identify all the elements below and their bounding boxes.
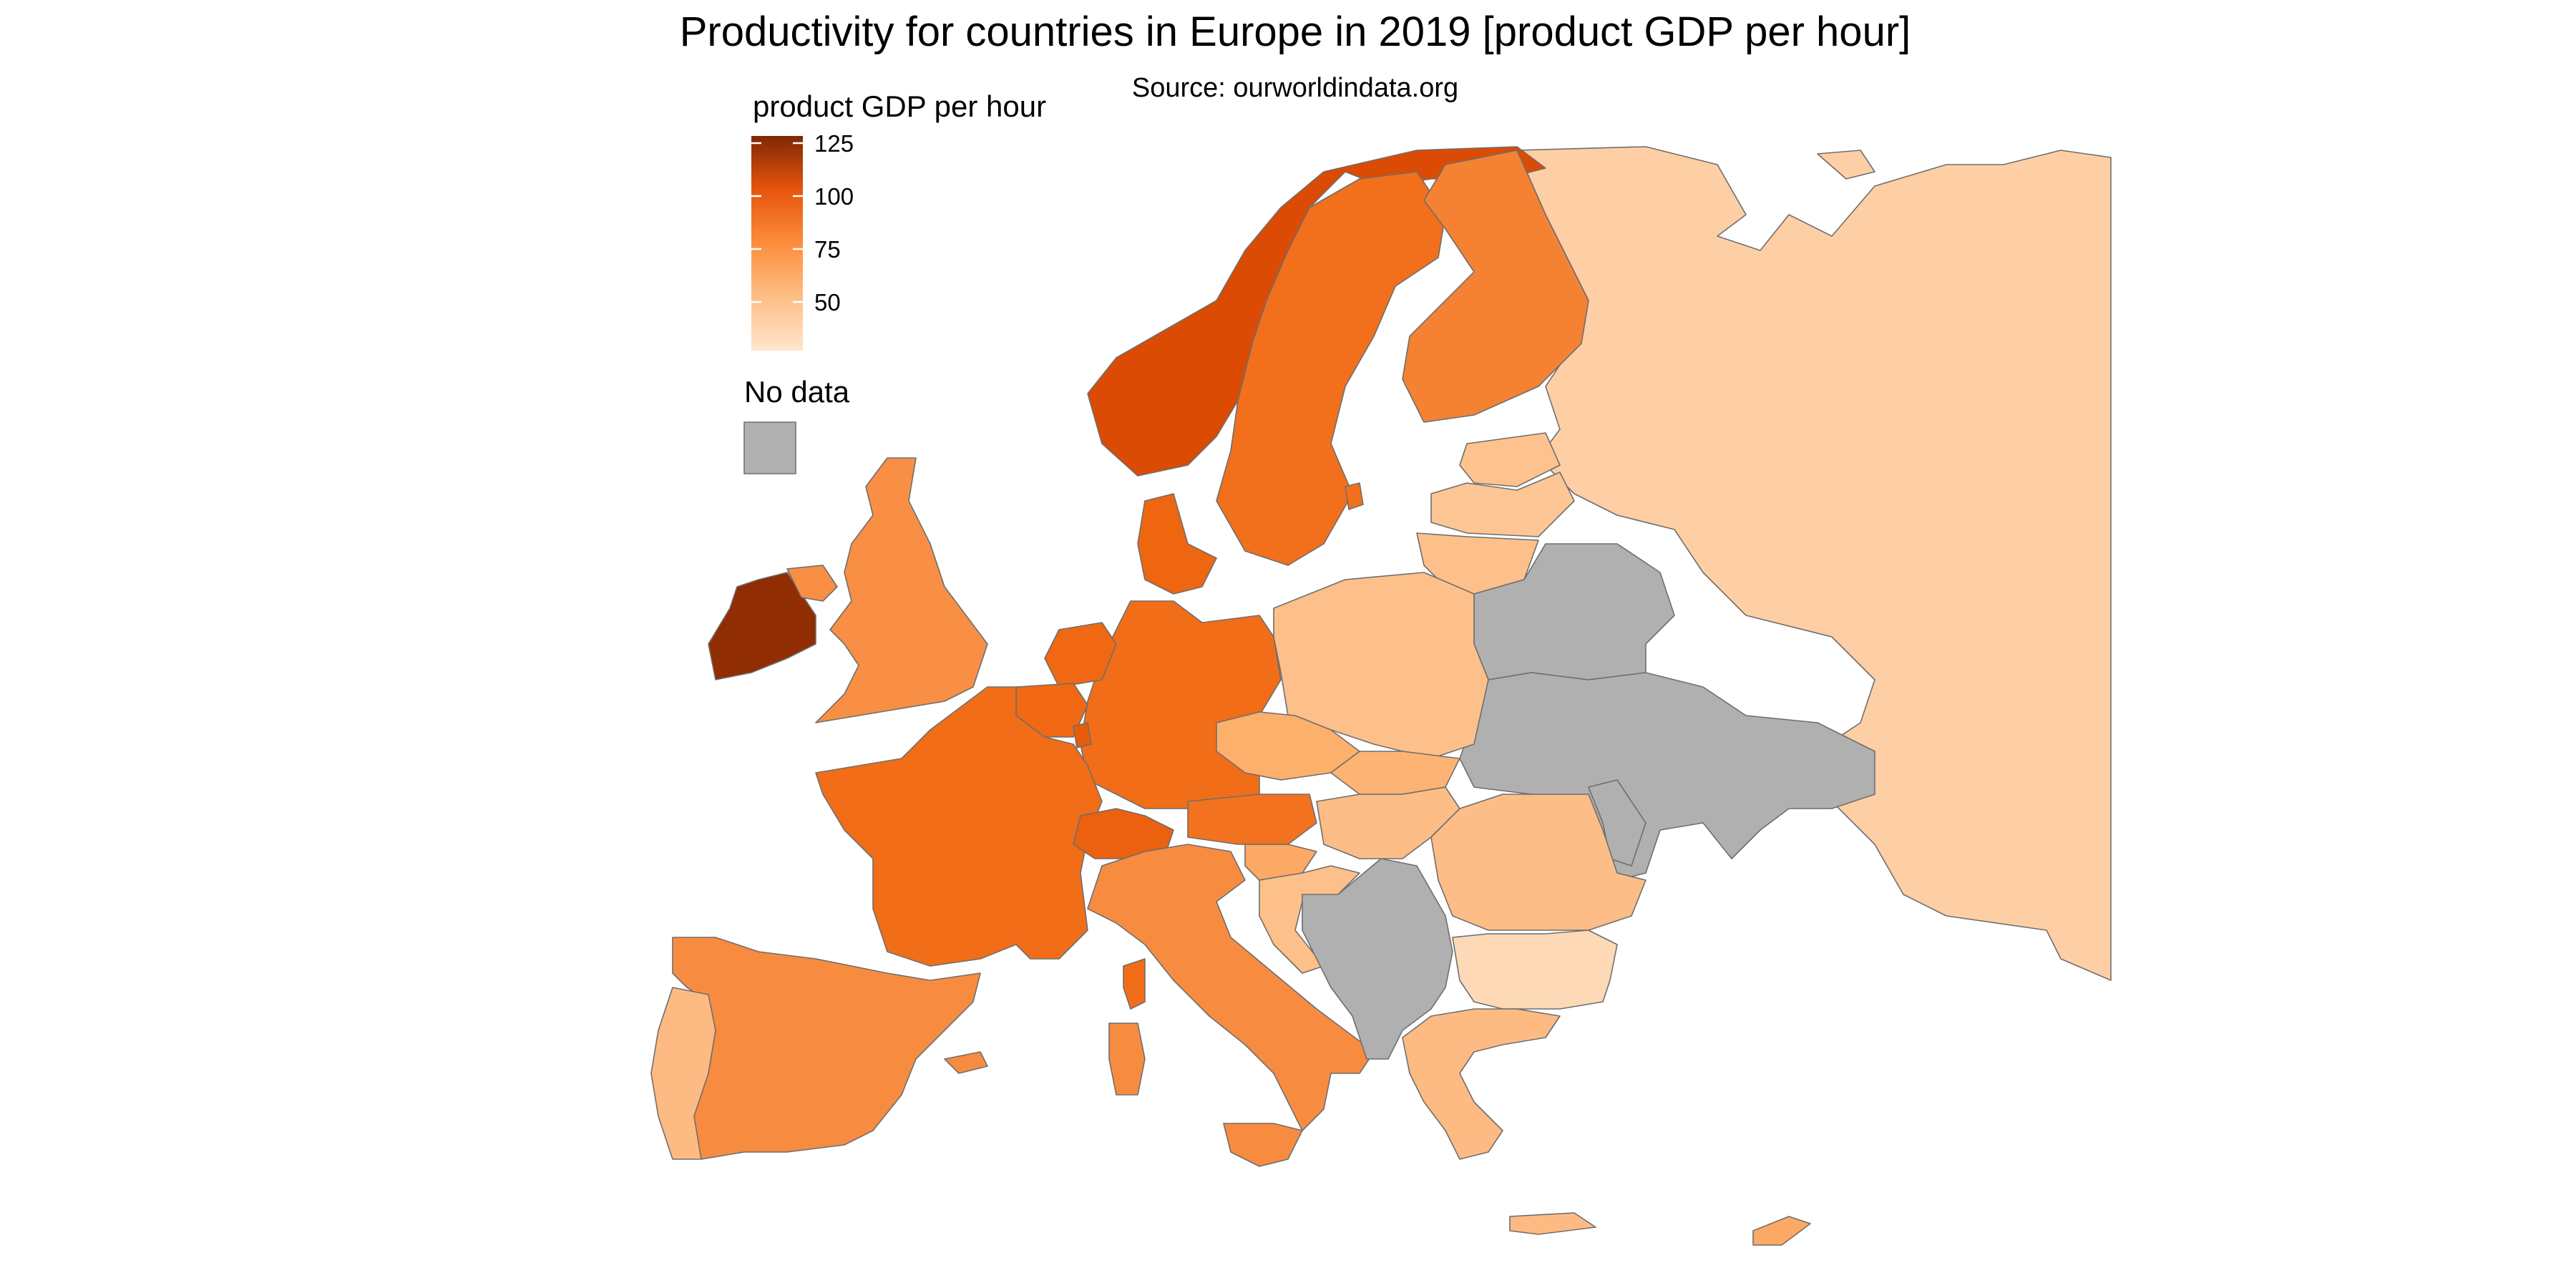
country-denmark bbox=[1137, 493, 1217, 595]
country-italy bbox=[1087, 844, 1375, 1131]
country-austria bbox=[1187, 794, 1317, 845]
legend-title: product GDP per hour bbox=[753, 89, 1046, 123]
country-estonia bbox=[1459, 432, 1561, 487]
country-western-balkans bbox=[1302, 858, 1453, 1060]
country-corsica bbox=[1123, 958, 1146, 1010]
country-svalbard-coast bbox=[1817, 150, 1875, 180]
legend-tick-label: 75 bbox=[814, 236, 841, 263]
country-spain bbox=[672, 937, 981, 1160]
legend-tick-marks bbox=[751, 142, 803, 303]
country-moldova bbox=[1588, 779, 1646, 867]
country-luxembourg bbox=[1073, 722, 1092, 748]
country-greece bbox=[1402, 1008, 1561, 1160]
country-northern-ireland bbox=[786, 565, 838, 602]
country-romania bbox=[1430, 794, 1646, 931]
no-data-label: No data bbox=[744, 375, 850, 409]
country-germany bbox=[1080, 600, 1282, 809]
country-portugal bbox=[650, 987, 716, 1160]
country-france bbox=[815, 686, 1103, 967]
country-sicily bbox=[1223, 1123, 1303, 1167]
legend-tick-label: 50 bbox=[814, 289, 841, 316]
country-poland bbox=[1273, 572, 1489, 759]
countries bbox=[650, 146, 2112, 1246]
country-sardinia bbox=[1108, 1023, 1146, 1096]
legend: product GDP per hour 125 100 75 50 No da… bbox=[743, 89, 1046, 474]
legend-tick-label: 100 bbox=[814, 183, 854, 210]
country-crete bbox=[1509, 1212, 1596, 1235]
no-data-swatch bbox=[743, 421, 796, 474]
legend-colorbar bbox=[751, 136, 803, 351]
map-subtitle: Source: ourworldindata.org bbox=[1132, 73, 1458, 103]
country-balearic-islands bbox=[944, 1051, 988, 1074]
country-cyprus bbox=[1752, 1216, 1811, 1246]
country-united-kingdom bbox=[815, 457, 988, 723]
country-bulgaria bbox=[1452, 930, 1618, 1010]
country-netherlands bbox=[1044, 622, 1117, 688]
country-gotland bbox=[1345, 482, 1364, 510]
country-sweden bbox=[1216, 171, 1446, 566]
country-russia bbox=[1516, 146, 2112, 981]
map-title: Productivity for countries in Europe in … bbox=[680, 9, 1911, 55]
country-finland bbox=[1402, 150, 1589, 423]
country-latvia bbox=[1430, 472, 1575, 537]
country-croatia bbox=[1259, 865, 1360, 974]
legend-tick-label: 125 bbox=[814, 130, 854, 157]
